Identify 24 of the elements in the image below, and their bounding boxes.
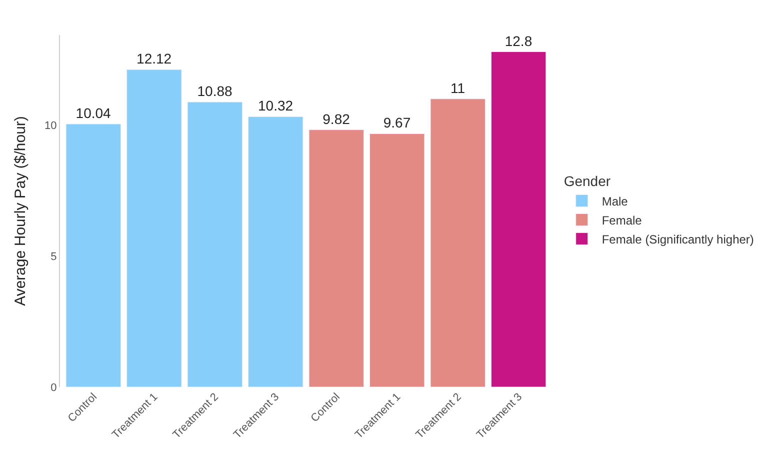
bar <box>187 102 242 387</box>
y-tick-label: 10 <box>44 120 57 132</box>
legend-title: Gender <box>564 173 611 190</box>
bar <box>491 52 546 387</box>
y-axis-title: Average Hourly Pay ($/hour) <box>12 116 29 306</box>
bar <box>430 98 486 387</box>
bar <box>126 69 182 387</box>
data-label: 12.8 <box>504 32 532 49</box>
bar <box>66 124 121 387</box>
data-label: 9.82 <box>322 110 350 127</box>
data-label: 9.67 <box>383 114 411 131</box>
data-label: 10.04 <box>76 105 112 122</box>
y-tick-label: 5 <box>50 250 57 263</box>
data-label: 12.12 <box>136 50 172 67</box>
legend-label: Female (Significantly higher) <box>602 232 754 246</box>
data-label: 10.88 <box>197 83 233 100</box>
bar <box>370 133 425 387</box>
data-label: 10.32 <box>258 98 294 114</box>
bar <box>248 116 304 387</box>
legend-label: Female <box>602 213 642 228</box>
y-tick-label: 0 <box>50 382 57 394</box>
data-label: 11 <box>450 80 466 96</box>
bar <box>308 130 364 387</box>
legend-label: Male <box>602 194 628 208</box>
